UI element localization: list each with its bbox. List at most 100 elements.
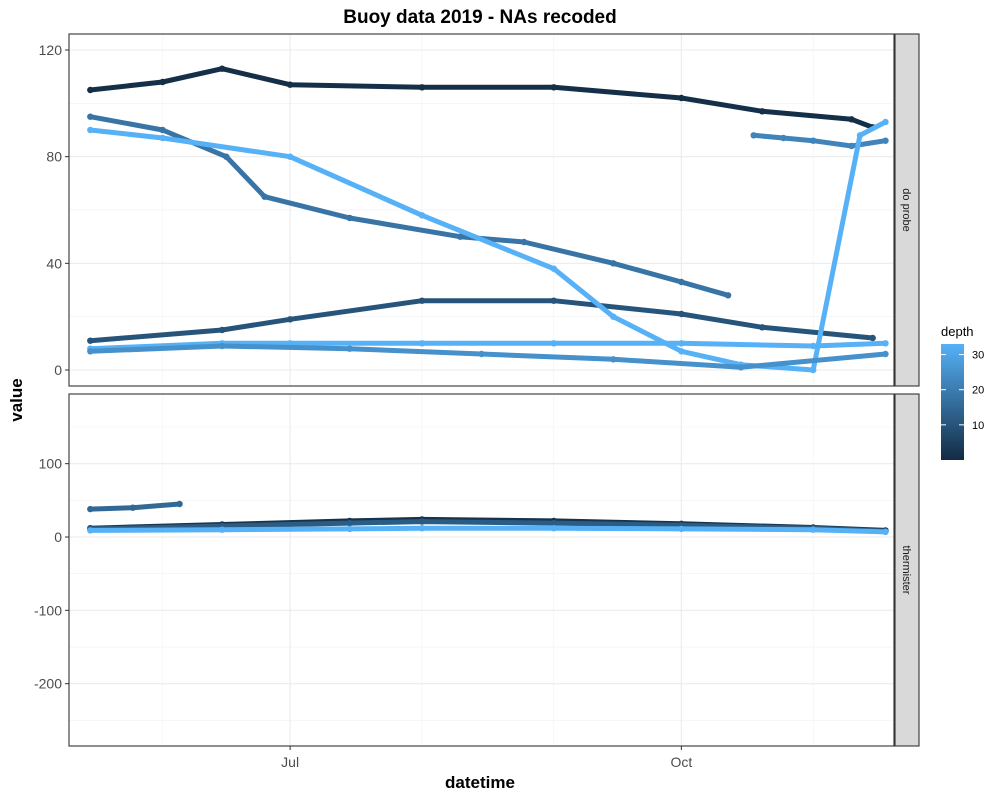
data-point [550,297,557,304]
data-point [261,193,268,200]
data-point [610,260,617,267]
data-point [218,342,226,350]
data-point [346,345,353,352]
data-point [610,356,617,363]
data-point [869,334,876,342]
data-point [87,348,94,355]
data-point [678,94,685,102]
data-point [418,525,426,532]
data-point [457,233,464,240]
data-point [87,126,94,134]
data-point [882,340,889,347]
panel-background [69,394,894,746]
y-tick-label: 80 [46,149,62,165]
data-point [87,337,94,344]
data-point [286,153,294,160]
panels: 0 40 80 120 do probe -200 -100 0 100 thermister Ju… [34,33,920,770]
y-axis-title: value [7,378,26,421]
data-point [678,348,685,355]
data-point [550,265,557,272]
data-point [550,84,557,91]
data-point [176,500,183,508]
data-point [550,340,557,347]
facet-strip [894,393,920,747]
facet-strip [894,33,920,387]
panel-thermister: -200 -100 0 100 thermister Jul Oct [34,393,920,770]
data-point [218,326,226,334]
series-3-line [87,525,888,535]
data-point [418,518,426,525]
data-point [478,350,485,358]
data-point [810,526,817,533]
data-point [737,364,745,371]
data-point [346,525,353,533]
data-point [780,134,787,142]
data-point [87,527,94,534]
data-point [810,342,817,350]
series-1-line [87,298,876,344]
data-point [550,519,557,527]
chart-title: Buoy data 2019 - NAs recoded [343,7,616,28]
data-point [882,350,889,358]
y-tick-label: 0 [54,529,62,545]
data-point [286,340,294,347]
y-tick-label: 100 [39,456,63,472]
data-point [678,310,685,318]
y-tick-label: 40 [46,255,62,271]
data-point [159,134,166,142]
x-axis-title: datetime [445,773,515,792]
data-point [724,292,732,299]
legend-label: 30 [972,350,984,362]
data-point [882,528,889,536]
data-point [810,366,817,374]
data-point [159,78,166,86]
data-point [750,132,757,139]
data-point [550,525,557,532]
x-tick-label: Jul [281,754,299,770]
data-point [678,340,685,347]
data-point [678,525,685,533]
data-point [759,324,766,331]
data-point [418,340,426,347]
x-tick-label: Oct [670,754,692,770]
legend: depth 10 20 30 [941,324,984,460]
facet-strip-label: do probe [900,188,912,231]
facet-strip-label: thermister [900,546,912,595]
data-point [218,526,226,533]
data-point [848,116,855,123]
legend-colorbar [941,344,964,460]
data-point [218,65,226,72]
y-tick-label: 0 [54,362,62,378]
data-point [418,212,426,219]
data-point [882,118,889,126]
data-point [159,126,166,134]
data-point [810,137,817,144]
legend-label: 20 [972,385,984,397]
panel-do-probe: 0 40 80 120 do probe [39,33,920,387]
data-point [610,313,617,320]
panel-border [68,393,895,747]
legend-label: 10 [972,420,984,432]
data-point [848,142,855,150]
series-0-line [87,66,876,130]
series-5-line [87,340,888,352]
data-point [87,505,94,513]
data-point [223,153,230,160]
y-tick-label: 120 [39,42,63,58]
data-point [520,238,528,246]
legend-title: depth [941,324,974,339]
y-tick-label: -200 [34,676,62,692]
data-point [418,297,426,304]
data-point [882,137,889,144]
panel-border [68,33,895,387]
data-point [678,278,685,286]
data-point [346,519,353,527]
data-point [87,113,94,120]
data-point [129,504,136,511]
data-point [856,132,864,139]
data-point [759,108,766,115]
data-point [418,84,426,91]
data-point [87,86,94,94]
data-point [286,81,294,88]
